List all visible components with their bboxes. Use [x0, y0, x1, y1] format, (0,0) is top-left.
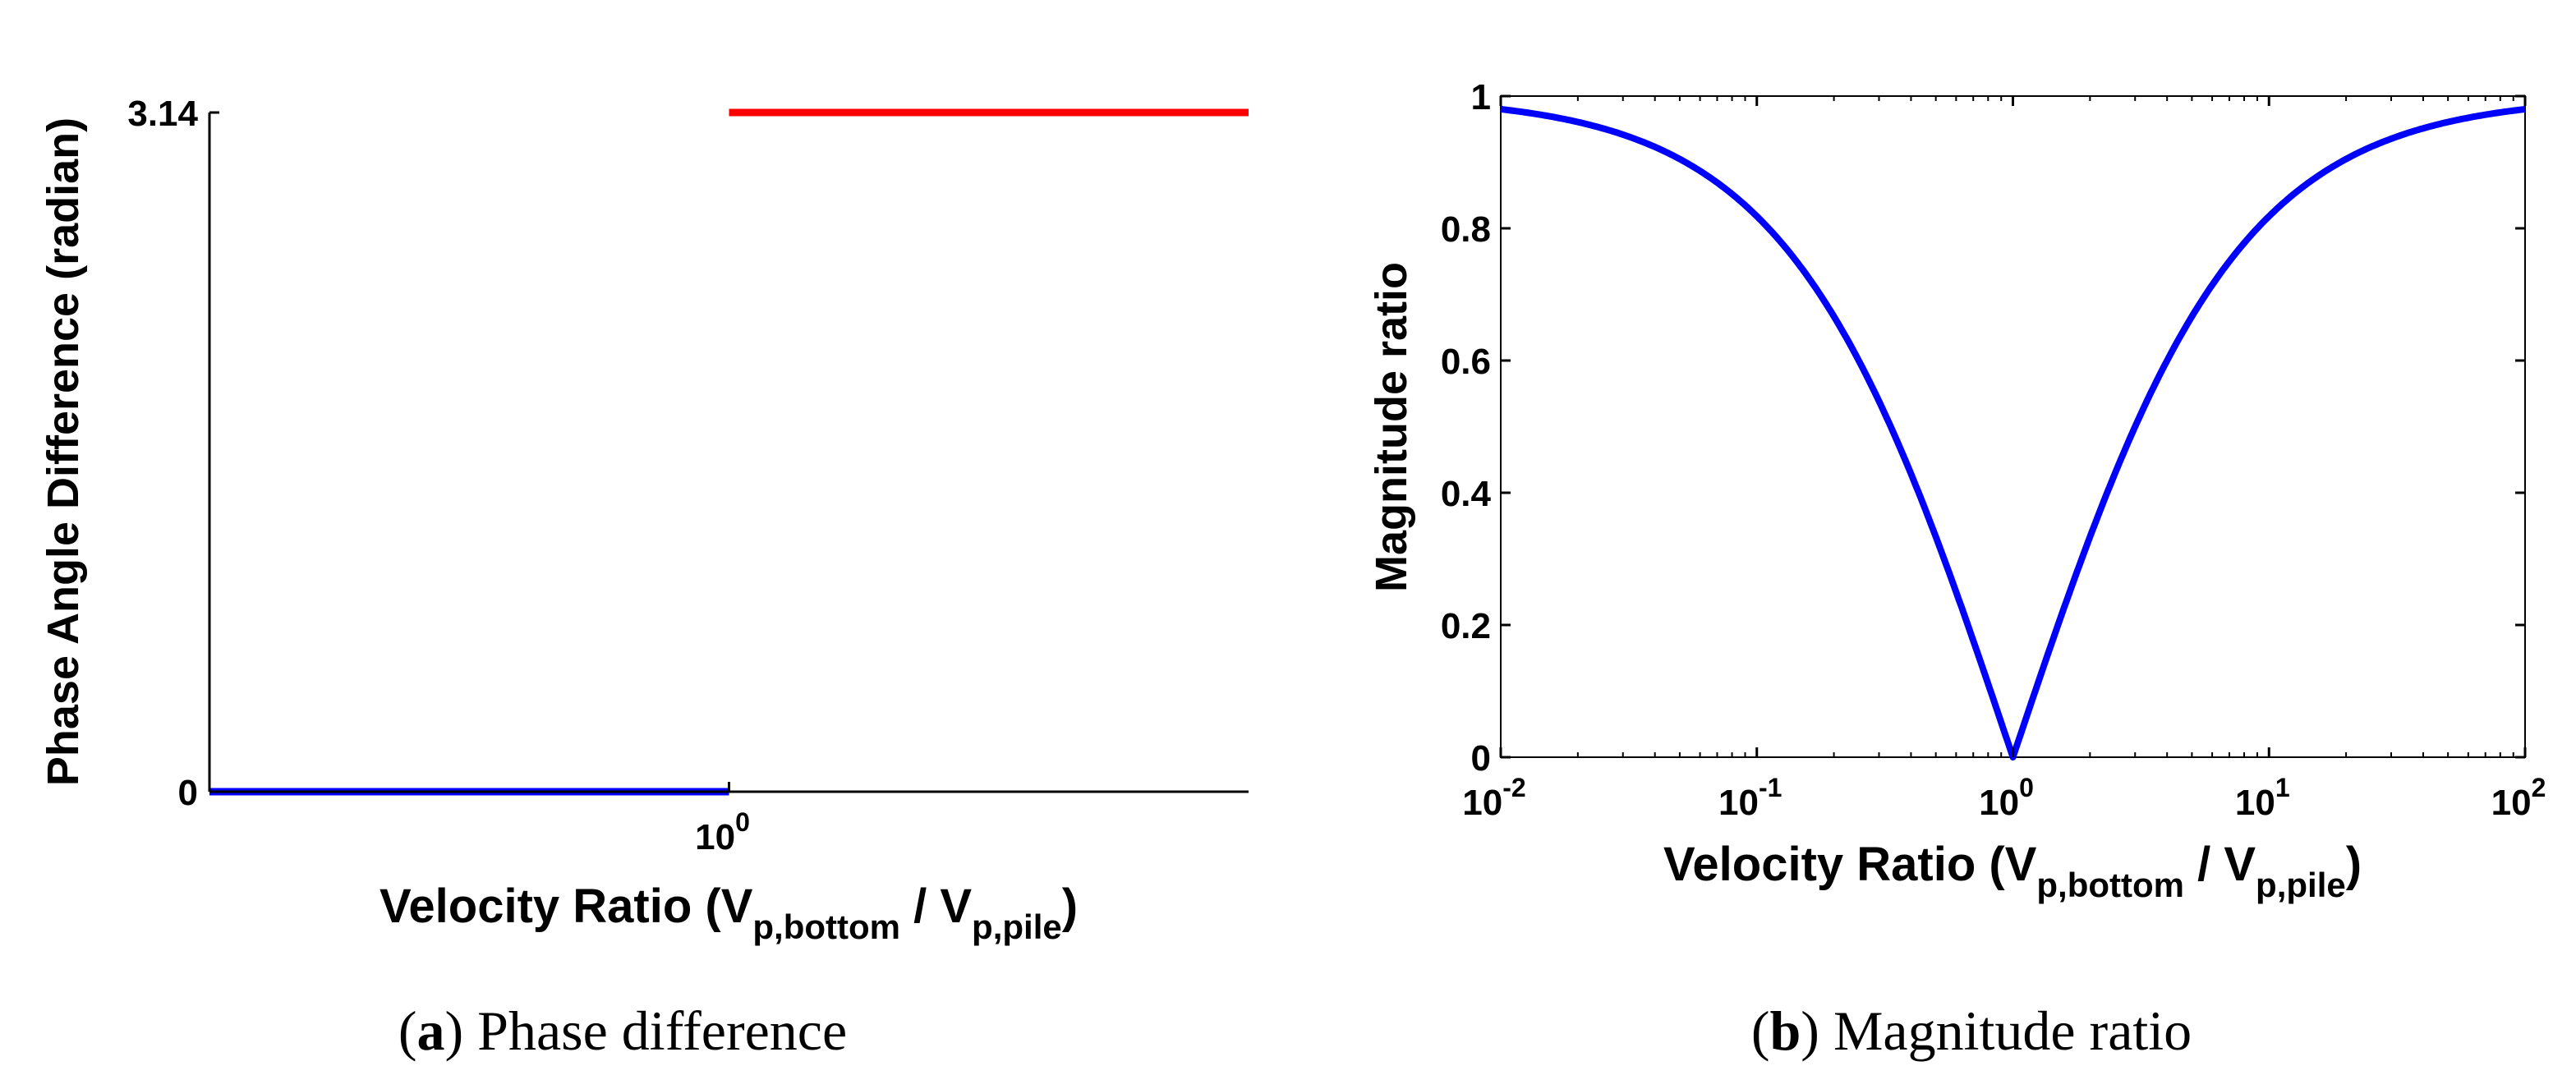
panel-b-y-tick-label-0: 0	[1471, 738, 1491, 779]
panel-b-y-tick-label-1: 0.2	[1441, 606, 1491, 646]
panel-a-plot-background	[209, 113, 1249, 792]
panel-b-x-tick-label-2: 100	[1979, 773, 2034, 823]
panel-b-y-tick-label-4: 0.8	[1441, 209, 1491, 250]
panel-b-magnitude-ratio: 0 0.2 0.4 0.6 0.8 1 10-2 10-1 100 101 102 Magnitu…	[1367, 77, 2546, 1062]
panel-b-y-axis-label: Magnitude ratio	[1367, 262, 1416, 592]
panel-b-y-tick-label-3: 0.6	[1441, 342, 1491, 382]
panel-b-y-tick-label-2: 0.4	[1441, 474, 1492, 514]
panel-b-y-tick-label-5: 1	[1471, 77, 1491, 117]
panel-a-y-tick-label-0: 0	[178, 773, 198, 813]
panel-b-x-tick-label-1: 10-1	[1718, 773, 1782, 823]
panel-a-x-tick-label-0: 100	[695, 807, 750, 857]
panel-a-caption: (a) Phase difference	[398, 999, 847, 1062]
panel-b-x-tick-label-3: 101	[2235, 773, 2290, 823]
panel-b-x-tick-label-4: 102	[2491, 773, 2546, 823]
panel-a-y-axis-label: Phase Angle Difference (radian)	[39, 117, 88, 786]
panel-a-phase-difference: 0 3.14 100 Phase Angle Difference (radian…	[39, 94, 1249, 1062]
panel-b-caption: (b) Magnitude ratio	[1751, 999, 2192, 1062]
panel-b-x-tick-label-0: 10-2	[1462, 773, 1525, 823]
panel-b-x-axis-label: Velocity Ratio (Vp,bottom / Vp,pile)	[1663, 838, 2362, 904]
panel-a-x-axis-label: Velocity Ratio (Vp,bottom / Vp,pile)	[380, 880, 1078, 946]
panel-b-plot-background	[1500, 95, 2526, 758]
panel-a-y-tick-label-1: 3.14	[127, 94, 198, 134]
